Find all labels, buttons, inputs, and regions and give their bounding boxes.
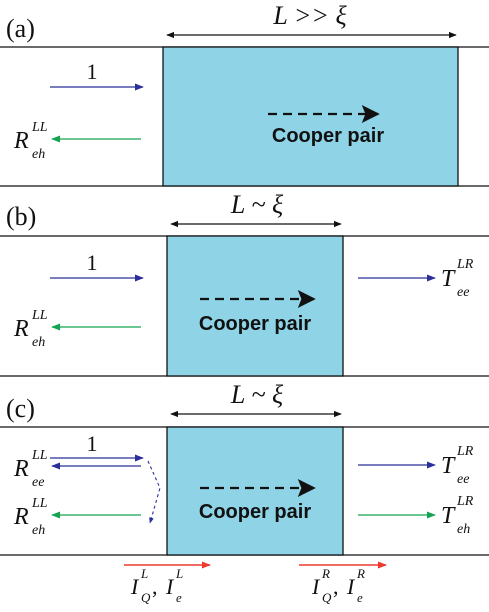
right-heat-current-main: I bbox=[311, 574, 321, 599]
panel-c-trans-ee-label: T LR ee bbox=[441, 444, 474, 487]
panel-c-superconductor bbox=[166, 426, 344, 556]
refl-eh-main: R bbox=[13, 316, 29, 342]
panel-c-reflection-path-arrow bbox=[147, 460, 161, 524]
left-current-separator: , bbox=[152, 574, 158, 599]
trans-ee-sup: LR bbox=[456, 257, 474, 272]
panel-c-length-label: L ~ ξ bbox=[230, 380, 284, 409]
trans-ee-sup: LR bbox=[456, 444, 474, 459]
right-heat-current-sup: R bbox=[321, 566, 330, 581]
refl-eh-main: R bbox=[13, 128, 29, 154]
panel-b-cooper-label: Cooper pair bbox=[199, 313, 311, 335]
trans-ee-main: T bbox=[441, 266, 456, 292]
panel-a-incident-label: 1 bbox=[87, 59, 98, 84]
panel-c-cooper-label: Cooper pair bbox=[199, 501, 311, 523]
trans-ee-main: T bbox=[441, 453, 456, 479]
trans-eh-sup: LR bbox=[456, 494, 474, 509]
panel-b-superconductor bbox=[166, 235, 344, 377]
refl-eh-sub: eh bbox=[32, 335, 45, 350]
left-heat-current-main: I bbox=[130, 574, 140, 599]
panel-a: (a) L >> ξ 1 R LL eh Cooper pair bbox=[0, 1, 489, 187]
panel-c-left-current-label: I L Q , I L e bbox=[130, 566, 183, 605]
panel-b-label: (b) bbox=[6, 202, 36, 231]
panel-b-refl-eh-label: R LL eh bbox=[13, 308, 48, 350]
panel-c: (c) L ~ ξ 1 R LL ee R LL eh T LR ee T LR bbox=[0, 380, 489, 605]
refl-ee-sup: LL bbox=[31, 448, 48, 463]
panel-c-refl-eh-label: R LL eh bbox=[13, 496, 48, 538]
panel-c-incident-label: 1 bbox=[87, 431, 98, 456]
trans-ee-sub: ee bbox=[457, 285, 469, 300]
trans-eh-sub: eh bbox=[457, 522, 470, 537]
panel-a-superconductor bbox=[162, 46, 459, 187]
refl-eh-sup: LL bbox=[31, 496, 48, 511]
trans-ee-sub: ee bbox=[457, 472, 469, 487]
left-charge-current-sub: e bbox=[176, 590, 182, 605]
right-charge-current-main: I bbox=[346, 574, 356, 599]
panel-c-trans-eh-label: T LR eh bbox=[441, 494, 474, 537]
left-heat-current-sub: Q bbox=[141, 590, 151, 605]
panel-a-label: (a) bbox=[6, 14, 35, 43]
refl-eh-sub: eh bbox=[32, 147, 45, 162]
panel-b: (b) L ~ ξ 1 R LL eh T LR ee Cooper pair bbox=[0, 190, 489, 377]
panel-a-length-label: L >> ξ bbox=[272, 1, 347, 30]
refl-eh-sub: eh bbox=[32, 523, 45, 538]
panel-b-trans-ee-label: T LR ee bbox=[441, 257, 474, 300]
panel-a-cooper-label: Cooper pair bbox=[272, 125, 384, 147]
panel-b-length-label: L ~ ξ bbox=[230, 190, 284, 219]
panel-a-refl-eh-label: R LL eh bbox=[13, 120, 48, 162]
trans-eh-main: T bbox=[441, 503, 456, 529]
panel-c-refl-ee-label: R LL ee bbox=[13, 448, 48, 490]
refl-eh-main: R bbox=[13, 504, 29, 530]
left-heat-current-sup: L bbox=[140, 566, 148, 581]
refl-eh-sup: LL bbox=[31, 308, 48, 323]
refl-eh-sup: LL bbox=[31, 120, 48, 135]
left-charge-current-sup: L bbox=[175, 566, 183, 581]
right-charge-current-sup: R bbox=[356, 566, 365, 581]
panel-c-right-current-label: I R Q , I R e bbox=[311, 566, 365, 605]
refl-ee-sub: ee bbox=[32, 475, 44, 490]
left-charge-current-main: I bbox=[165, 574, 175, 599]
right-heat-current-sub: Q bbox=[322, 590, 332, 605]
right-current-separator: , bbox=[333, 574, 339, 599]
refl-ee-main: R bbox=[13, 456, 29, 482]
panel-b-incident-label: 1 bbox=[87, 250, 98, 275]
right-charge-current-sub: e bbox=[357, 590, 363, 605]
panel-c-label: (c) bbox=[6, 394, 35, 423]
